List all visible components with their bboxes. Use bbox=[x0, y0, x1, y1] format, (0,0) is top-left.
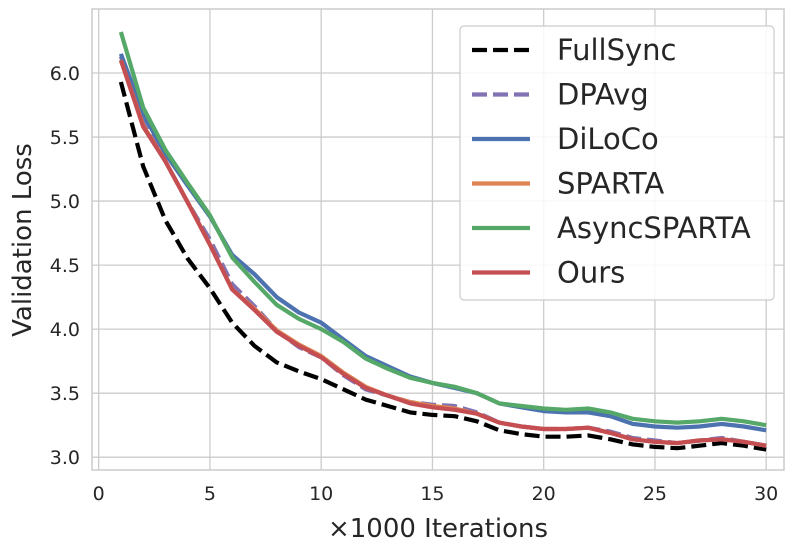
series-ours-line bbox=[118, 59, 767, 448]
x-tick-label: 20 bbox=[532, 483, 556, 505]
x-tick-label: 30 bbox=[754, 483, 778, 505]
y-tick-label: 6.0 bbox=[50, 63, 80, 85]
legend-label-asyncsparta: AsyncSPARTA bbox=[557, 211, 751, 245]
y-tick-label: 5.5 bbox=[50, 127, 80, 149]
series-fullsync-line bbox=[118, 81, 767, 452]
series-asyncsparta-line bbox=[118, 31, 767, 428]
x-tick-label: 10 bbox=[309, 483, 333, 505]
legend-box bbox=[459, 25, 775, 301]
y-tick-labels: 3.0 3.5 4.0 4.5 5.0 5.5 6.0 bbox=[50, 63, 80, 469]
x-axis-label: ×1000 Iterations bbox=[328, 514, 548, 544]
x-tick-labels: 0 5 10 15 20 25 30 bbox=[93, 483, 779, 505]
x-tick-label: 25 bbox=[643, 483, 667, 505]
x-tick-label: 15 bbox=[420, 483, 444, 505]
y-tick-label: 4.0 bbox=[50, 319, 80, 341]
y-tick-label: 5.0 bbox=[50, 191, 80, 213]
x-tick-label: 5 bbox=[204, 483, 216, 505]
legend-label-dpavg: DPAvg bbox=[557, 78, 649, 112]
y-axis-label: Validation Loss bbox=[8, 143, 38, 337]
y-tick-label: 3.0 bbox=[50, 447, 80, 469]
legend-label-ours: Ours bbox=[557, 256, 625, 290]
series-layer bbox=[118, 31, 767, 452]
legend-label-sparta: SPARTA bbox=[557, 167, 664, 201]
x-tick-label: 0 bbox=[93, 483, 105, 505]
y-tick-label: 3.5 bbox=[50, 383, 80, 405]
grid-lines bbox=[92, 9, 784, 470]
legend: FullSync DPAvg DiLoCo SPARTA AsyncSPARTA Ours bbox=[459, 25, 775, 301]
legend-label-diloco: DiLoCo bbox=[557, 122, 659, 156]
legend-label-fullsync: FullSync bbox=[557, 33, 676, 67]
y-tick-label: 4.5 bbox=[50, 255, 80, 277]
